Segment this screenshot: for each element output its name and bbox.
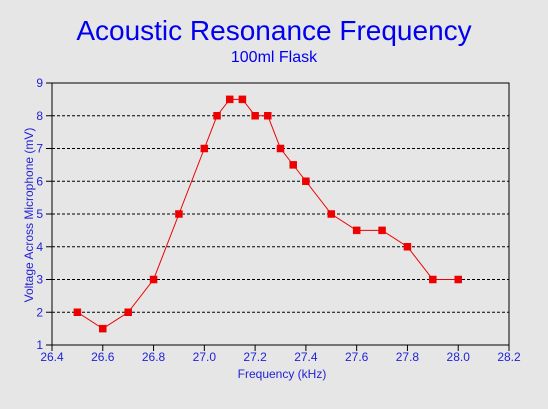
y-axis-label: Voltage Across Microphone (mV) [22, 128, 36, 303]
data-point [378, 226, 386, 235]
data-point [289, 161, 297, 169]
y-tick-label: 2 [36, 305, 43, 319]
series-layer [73, 95, 462, 333]
y-tick-label: 6 [36, 174, 43, 188]
x-tick-label: 27.0 [193, 350, 217, 364]
chart-title: Acoustic Resonance Frequency [76, 15, 471, 46]
x-tick-label: 27.2 [243, 350, 267, 364]
data-point [352, 226, 361, 235]
data-point [149, 275, 158, 284]
x-tick-label: 26.8 [142, 350, 166, 364]
y-tick-label: 5 [36, 207, 43, 221]
data-point [124, 308, 132, 316]
y-tick-label: 7 [36, 142, 43, 156]
series-line [77, 98, 459, 330]
data-point [403, 243, 412, 251]
y-tick-label: 4 [36, 240, 43, 254]
x-tick-labels: 26.4 26.6 26.8 27.0 27.2 27.4 27.6 27.8 28.0 28.2 [40, 350, 521, 364]
chart-subtitle: 100ml Flask [231, 49, 318, 66]
data-point [454, 275, 462, 284]
data-point [99, 324, 107, 333]
x-axis-label: Frequency (kHz) [238, 367, 327, 381]
x-tick-label: 28.2 [497, 350, 521, 364]
data-point [238, 95, 247, 104]
y-tick-label: 8 [36, 109, 43, 123]
data-point [429, 275, 437, 284]
data-point [264, 112, 272, 120]
y-tick-labels: 1 2 3 4 5 6 7 8 9 [36, 76, 43, 352]
x-tick-label: 28.0 [447, 350, 471, 364]
data-point [302, 177, 310, 185]
data-point [327, 210, 336, 218]
data-point [175, 210, 183, 218]
data-point [225, 95, 234, 104]
x-tick-label: 26.6 [91, 350, 115, 364]
plot-frame [51, 82, 510, 346]
data-point [251, 112, 259, 120]
y-tick-label: 3 [36, 273, 43, 287]
data-point [213, 112, 221, 120]
x-tick-label: 26.4 [40, 350, 64, 364]
x-tick-label: 27.6 [345, 350, 369, 364]
data-point [73, 308, 82, 316]
data-point [276, 144, 285, 153]
tick-layer [46, 82, 510, 351]
y-tick-label: 9 [36, 76, 43, 90]
x-tick-label: 27.8 [396, 350, 420, 364]
x-tick-label: 27.4 [294, 350, 318, 364]
data-point [200, 144, 209, 153]
y-tick-label: 1 [36, 338, 43, 352]
